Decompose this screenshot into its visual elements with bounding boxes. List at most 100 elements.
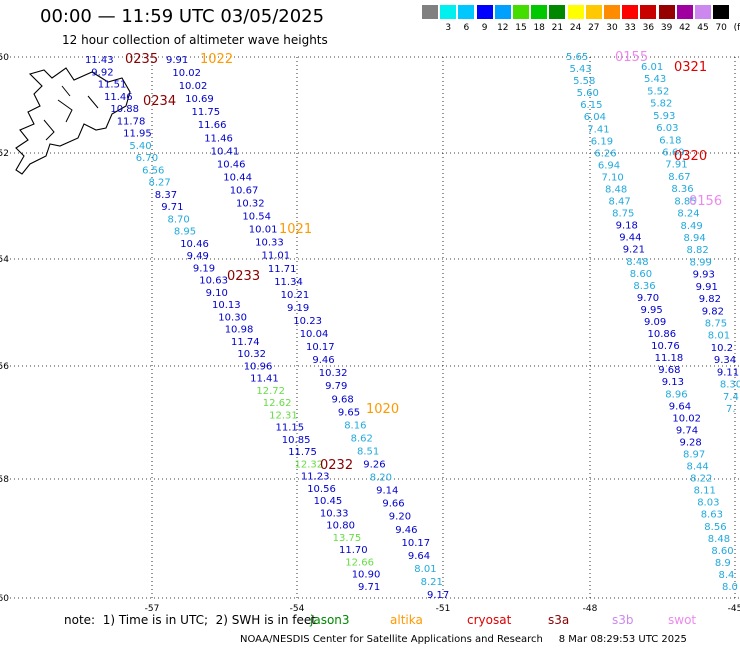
swh-value: 9.64 xyxy=(408,551,430,562)
swh-value: 8.01 xyxy=(414,564,436,575)
swh-value: 9.79 xyxy=(325,381,347,392)
longitude-label: -51 xyxy=(436,604,451,614)
latitude-label: -54 xyxy=(0,255,9,265)
swh-value: 9.65 xyxy=(338,407,360,418)
swh-value: 8.48 xyxy=(605,185,627,196)
swh-value: 10.13 xyxy=(212,300,241,311)
longitude-label: -54 xyxy=(290,604,305,614)
legend-swatch xyxy=(494,5,511,19)
swh-value: 11.46 xyxy=(104,92,133,103)
swh-value: 10.46 xyxy=(180,239,209,250)
swh-value: 10.44 xyxy=(223,172,252,183)
swh-value: 11.71 xyxy=(268,264,297,275)
swh-value: 8.0 xyxy=(722,582,738,593)
swh-value: 8.75 xyxy=(705,319,727,330)
legend-label: 12 xyxy=(497,23,509,33)
swh-value: 8.01 xyxy=(708,331,730,342)
swh-value: 5.65 xyxy=(566,52,588,63)
swh-value: 9.95 xyxy=(641,305,663,316)
swh-value: 11.70 xyxy=(339,545,368,556)
swh-value: 8.60 xyxy=(711,546,733,557)
swh-value: 9.91 xyxy=(696,282,718,293)
swh-value: 10.80 xyxy=(326,521,355,532)
swh-value: 10.54 xyxy=(242,212,271,223)
swh-value: 11.43 xyxy=(85,55,114,66)
swh-value: 9.46 xyxy=(395,525,417,536)
swh-value: 12.32 xyxy=(295,459,324,470)
swh-value: 8.36 xyxy=(633,281,655,292)
swh-value: 10.88 xyxy=(110,104,139,115)
footer-credit: NOAA/NESDIS Center for Satellite Applica… xyxy=(240,634,687,645)
swh-value: 9.09 xyxy=(644,317,666,328)
swh-value: 8.03 xyxy=(697,498,719,509)
swh-value: 5.43 xyxy=(570,64,592,75)
swh-value: 8.27 xyxy=(149,178,171,189)
swh-value: 9.34 xyxy=(714,355,736,366)
legend-label: 30 xyxy=(606,23,618,33)
swh-value: 8.48 xyxy=(708,534,730,545)
swh-value: 5.82 xyxy=(650,99,672,110)
latitude-label: -58 xyxy=(0,475,9,485)
legend-label: 9 xyxy=(481,23,488,33)
swh-value: 10.45 xyxy=(314,496,343,507)
swh-value: 10.04 xyxy=(300,329,329,340)
swh-value: 6.15 xyxy=(580,100,602,111)
swh-value: 12.62 xyxy=(263,398,292,409)
swh-value: 9.10 xyxy=(206,288,228,299)
swh-value: 9.19 xyxy=(287,303,309,314)
legend-label: 6 xyxy=(463,23,470,33)
graticule xyxy=(10,56,740,600)
swh-value: 9.28 xyxy=(680,438,702,449)
swh-value: 8.21 xyxy=(421,577,443,588)
swh-value: 10.33 xyxy=(255,238,284,249)
swh-value: 9.91 xyxy=(166,55,188,66)
swh-value: 8.11 xyxy=(694,486,716,497)
satellite-legend-item: altika xyxy=(390,613,423,627)
swh-value: 8.63 xyxy=(701,510,723,521)
longitude-label: -57 xyxy=(145,604,160,614)
swh-value: 10.69 xyxy=(185,94,214,105)
swh-value: 6.19 xyxy=(591,136,613,147)
swh-value: 11.75 xyxy=(288,447,317,458)
swh-value: 9.17 xyxy=(427,590,449,601)
swh-value: 9.82 xyxy=(702,306,724,317)
swh-value: 8.60 xyxy=(630,269,652,280)
swh-value: 11.46 xyxy=(204,133,233,144)
swh-value: 10.96 xyxy=(244,361,273,372)
legend-label: 27 xyxy=(588,23,600,33)
swh-value: 9.18 xyxy=(616,221,638,232)
legend-label: 3 xyxy=(445,23,452,33)
swh-value: 9.68 xyxy=(332,394,354,405)
swh-value: 10.2 xyxy=(711,343,733,354)
swh-value: 9.21 xyxy=(623,245,645,256)
swh-value: 9.44 xyxy=(619,233,641,244)
swh-value: 9.66 xyxy=(382,499,404,510)
pass-time-label: 0320 xyxy=(674,149,707,164)
swh-value: 6.69 xyxy=(662,148,684,159)
legend-label: 36 xyxy=(642,23,655,33)
swh-value: 11.95 xyxy=(123,129,152,140)
swh-value: 11.74 xyxy=(231,337,260,348)
legend-swatch xyxy=(676,5,693,19)
legend-label: 70 xyxy=(715,23,727,33)
swh-value: 12.72 xyxy=(256,386,285,397)
swh-value: 8.30 xyxy=(720,380,740,391)
longitude-label: -48 xyxy=(583,604,598,614)
swh-value: 9.74 xyxy=(676,425,698,436)
legend-label: 45 xyxy=(697,23,709,33)
pass-time-label: 0232 xyxy=(320,458,353,473)
swh-value: 11.01 xyxy=(262,251,291,262)
swh-value: 8.62 xyxy=(351,433,373,444)
latitude-label: -60 xyxy=(0,594,9,604)
swh-value: 6.94 xyxy=(598,160,620,171)
legend-swatch xyxy=(531,5,548,19)
swh-value: 6.01 xyxy=(641,62,663,73)
swh-value: 5.40 xyxy=(129,141,151,152)
swh-value: 10.02 xyxy=(172,68,201,79)
swh-value: 10.56 xyxy=(307,484,336,495)
altimeter-tracks: 11.439.9211.5111.4610.8811.7811.955.406.… xyxy=(85,52,740,601)
swh-value: 9.71 xyxy=(358,582,380,593)
swh-value: 6.56 xyxy=(142,165,164,176)
swh-value: 6.26 xyxy=(594,148,616,159)
swh-value: 8.47 xyxy=(609,197,631,208)
